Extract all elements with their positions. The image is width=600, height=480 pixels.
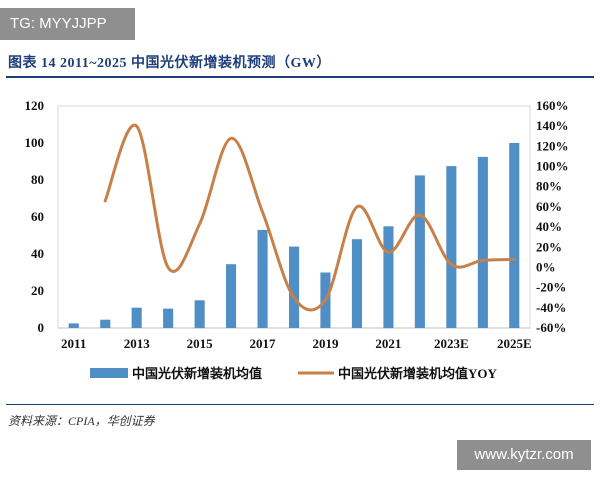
y-axis-left: 0 20 40 60 80 100 120 — [25, 98, 45, 335]
y-axis-right: -60% -40% -20% 0% 20% 40% 60% 80% 100% 120% 140% 16… — [536, 98, 569, 335]
x-tick: 2025E — [497, 336, 532, 351]
x-tick: 2013 — [124, 336, 151, 351]
y-tick-left: 20 — [31, 283, 44, 298]
chart: 0 20 40 60 80 100 120 -60% -40% -20% 0% 20% 40% 60% 8… — [25, 98, 569, 381]
legend-label-line: 中国光伏新增装机均值YOY — [338, 366, 498, 381]
bar-2021 — [383, 226, 394, 329]
bar-2025E — [509, 143, 520, 328]
bar-2022 — [414, 175, 425, 328]
legend-swatch-bars — [90, 368, 128, 378]
watermark-top: TG: MYYJJPP — [0, 8, 135, 40]
x-tick: 2019 — [313, 336, 340, 351]
bar-2015 — [194, 300, 205, 329]
title-rule — [6, 76, 594, 78]
y-tick-left: 40 — [31, 246, 44, 261]
source-rule — [6, 404, 594, 405]
x-axis: 2011 2013 2015 2017 2019 2021 2023E 2025E — [61, 336, 532, 351]
y-tick-right: 140% — [536, 118, 569, 133]
bar-2011 — [68, 323, 79, 328]
bar-2020 — [351, 239, 362, 328]
legend: 中国光伏新增装机均值 中国光伏新增装机均值YOY — [90, 366, 498, 381]
y-tick-right: -40% — [536, 300, 566, 315]
y-tick-right: 120% — [536, 138, 569, 153]
bar-2023E — [446, 166, 457, 328]
y-tick-right: 100% — [536, 159, 569, 174]
legend-label-bars: 中国光伏新增装机均值 — [132, 366, 262, 381]
figure-title: 图表 14 2011~2025 中国光伏新增装机预测（GW） — [8, 56, 331, 71]
yoy-line — [103, 123, 516, 312]
x-tick: 2017 — [250, 336, 277, 351]
bar-2024E — [477, 156, 488, 328]
y-tick-left: 60 — [31, 209, 44, 224]
x-tick: 2015 — [187, 336, 214, 351]
y-tick-left: 100 — [25, 135, 45, 150]
y-tick-right: 80% — [536, 179, 562, 194]
y-tick-left: 0 — [38, 320, 45, 335]
watermark-bottom: www.kytzr.com — [457, 440, 591, 470]
x-tick: 2011 — [61, 336, 86, 351]
y-tick-right: 0% — [536, 260, 556, 275]
bar-2016 — [226, 264, 237, 328]
figure-source: 资料来源：CPIA，华创证券 — [8, 414, 155, 428]
bars — [68, 143, 520, 329]
bar-2017 — [257, 229, 268, 328]
y-tick-left: 120 — [25, 98, 45, 113]
bar-2013 — [131, 307, 142, 328]
y-tick-right: 20% — [536, 239, 562, 254]
y-tick-left: 80 — [31, 172, 44, 187]
yoy-line-group — [103, 123, 516, 312]
y-tick-right: -60% — [536, 320, 566, 335]
y-tick-right: -20% — [536, 280, 566, 295]
y-tick-right: 40% — [536, 219, 562, 234]
bar-2018 — [289, 246, 300, 328]
bar-2012 — [100, 319, 111, 328]
x-tick: 2023E — [434, 336, 469, 351]
x-tick: 2021 — [375, 336, 401, 351]
y-tick-right: 60% — [536, 199, 562, 214]
bar-2014 — [163, 308, 174, 328]
y-tick-right: 160% — [536, 98, 569, 113]
